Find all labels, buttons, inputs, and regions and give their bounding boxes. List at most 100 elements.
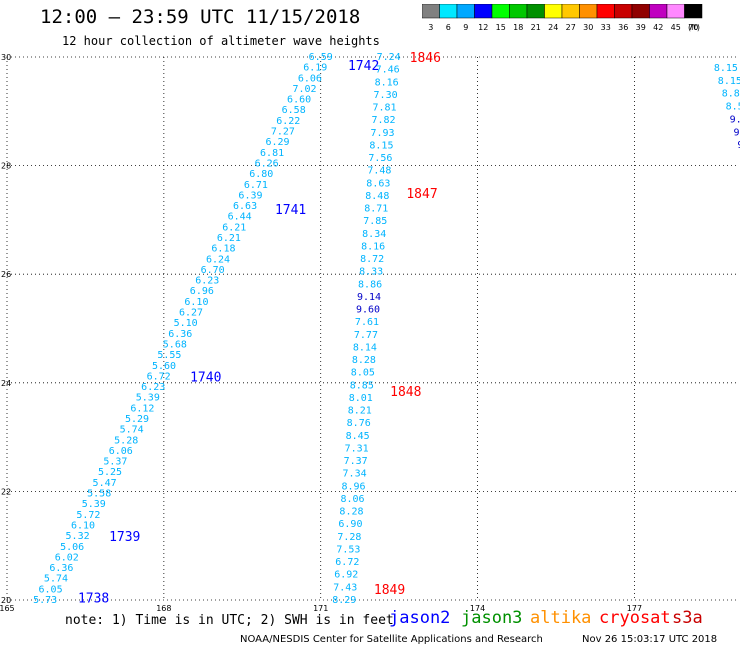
data-point: 6.72 [147, 371, 171, 382]
data-point: 8.81 [722, 89, 740, 100]
data-point: 6.02 [55, 552, 79, 563]
data-point: 5.32 [66, 531, 90, 542]
data-point: 8.76 [347, 418, 371, 429]
data-point: 6.63 [233, 201, 257, 212]
legend-label: 15 [496, 23, 506, 32]
data-point: 5.37 [103, 457, 127, 468]
legend-jason2: jason2 [389, 608, 451, 628]
data-point: 8.57 [726, 102, 740, 113]
x-tick-label: 174 [470, 604, 485, 612]
legend-swatch [684, 4, 703, 19]
footer-credit: NOAA/NESDIS Center for Satellite Applica… [240, 634, 543, 645]
data-point: 8.21 [348, 406, 372, 417]
time-label: 1848 [390, 385, 421, 400]
data-point: 6.10 [71, 520, 95, 531]
data-point: 7.24 [377, 52, 401, 63]
legend-label: 30 [583, 23, 593, 32]
legend-label: 9 [463, 23, 468, 32]
data-point: 5.74 [120, 425, 144, 436]
data-point: 7.30 [374, 90, 398, 101]
data-point: 9.60 [356, 305, 380, 316]
series-jason2: 5.736.055.746.366.025.065.326.105.725.39… [33, 52, 379, 606]
data-point: 6.80 [249, 169, 273, 180]
legend-label: 36 [618, 23, 628, 32]
legend-cryosat: cryosat [599, 608, 671, 628]
data-point: 6.10 [184, 297, 208, 308]
data-point: 8.15 [369, 140, 393, 151]
data-point: 6.39 [238, 190, 262, 201]
data-point: 8.33 [359, 267, 383, 278]
data-point: 5.55 [157, 350, 181, 361]
data-point: 8.06 [340, 494, 364, 505]
legend-label: 45 [671, 23, 681, 32]
legend-label: 21 [531, 23, 541, 32]
x-tick-label: 168 [156, 604, 171, 612]
y-tick-label: 24 [1, 379, 11, 388]
data-point: 6.72 [335, 557, 359, 568]
data-point: 8.45 [346, 431, 370, 442]
legend-unit: (ft) [688, 23, 700, 32]
data-point: 6.96 [190, 286, 214, 297]
data-point: 6.36 [49, 563, 73, 574]
data-point: 8.15 [718, 76, 740, 87]
legend-label: 39 [636, 23, 646, 32]
grid [6, 56, 739, 601]
data-point: 7.27 [271, 127, 295, 138]
data-point: 7.56 [368, 153, 392, 164]
data-point: 6.12 [130, 403, 154, 414]
data-point: 7.31 [345, 443, 369, 454]
data-point: 9.12 [733, 127, 740, 138]
legend-s3a: s3a [672, 608, 703, 628]
data-point: 6.29 [265, 137, 289, 148]
chart-subtitle: 12 hour collection of altimeter wave hei… [62, 34, 380, 48]
data-point: 6.19 [303, 63, 327, 74]
time-label: 1738 [78, 591, 109, 606]
data-point: 6.60 [287, 95, 311, 106]
data-point: 6.58 [282, 105, 306, 116]
data-point: 6.36 [168, 329, 192, 340]
data-point: 5.25 [98, 467, 122, 478]
data-point: 5.74 [44, 574, 68, 585]
data-point: 6.23 [195, 276, 219, 287]
data-point: 6.21 [217, 233, 241, 244]
data-point: 7.28 [337, 532, 361, 543]
legend-label: 24 [548, 23, 558, 32]
data-point: 7.48 [367, 166, 391, 177]
wave-height-chart: 165 168 171 174 1772022242628305.736.055.746… [0, 51, 740, 612]
data-point: 5.72 [76, 510, 100, 521]
data-point: 6.44 [228, 212, 252, 223]
color-legend: 3 6 9 12 15 18 21 24 27 30 33 36 39 42 45 70(ft) [422, 4, 703, 32]
data-point: 5.60 [152, 361, 176, 372]
legend-altika: altika [530, 608, 592, 628]
data-point: 8.01 [349, 393, 373, 404]
legend-jason3: jason3 [461, 608, 523, 628]
y-tick-label: 22 [1, 487, 11, 496]
legend-label: 33 [601, 23, 611, 32]
data-point: 5.06 [60, 542, 84, 553]
legend-label: 12 [478, 23, 488, 32]
data-point: 5.68 [163, 339, 187, 350]
data-point: 8.28 [339, 507, 363, 518]
data-point: 6.71 [244, 180, 268, 191]
data-point: 6.06 [109, 446, 133, 457]
footer-note: note: 1) Time is in UTC; 2) SWH is in fe… [65, 613, 394, 628]
data-point: 5.47 [93, 478, 117, 489]
data-point: 5.39 [136, 393, 160, 404]
data-point: 7.85 [363, 216, 387, 227]
time-label: 1742 [348, 59, 379, 74]
legend-label: 42 [653, 23, 663, 32]
data-point: 8.29 [332, 595, 356, 606]
data-point: 7.77 [354, 330, 378, 341]
data-point: 7.53 [336, 544, 360, 555]
x-tick-label: 171 [313, 604, 328, 612]
data-point: 6.81 [260, 148, 284, 159]
data-point: 7.34 [343, 469, 367, 480]
data-point: 6.26 [255, 158, 279, 169]
data-point: 7.02 [292, 84, 316, 95]
data-point: 5.58 [87, 489, 111, 500]
data-point: 6.05 [39, 584, 63, 595]
data-point: 6.06 [298, 73, 322, 84]
data-point: 6.70 [201, 265, 225, 276]
series-jason2-east: 8.158.158.818.579.279.129.038.099.38.78.… [714, 63, 740, 151]
data-point: 7.61 [355, 317, 379, 328]
